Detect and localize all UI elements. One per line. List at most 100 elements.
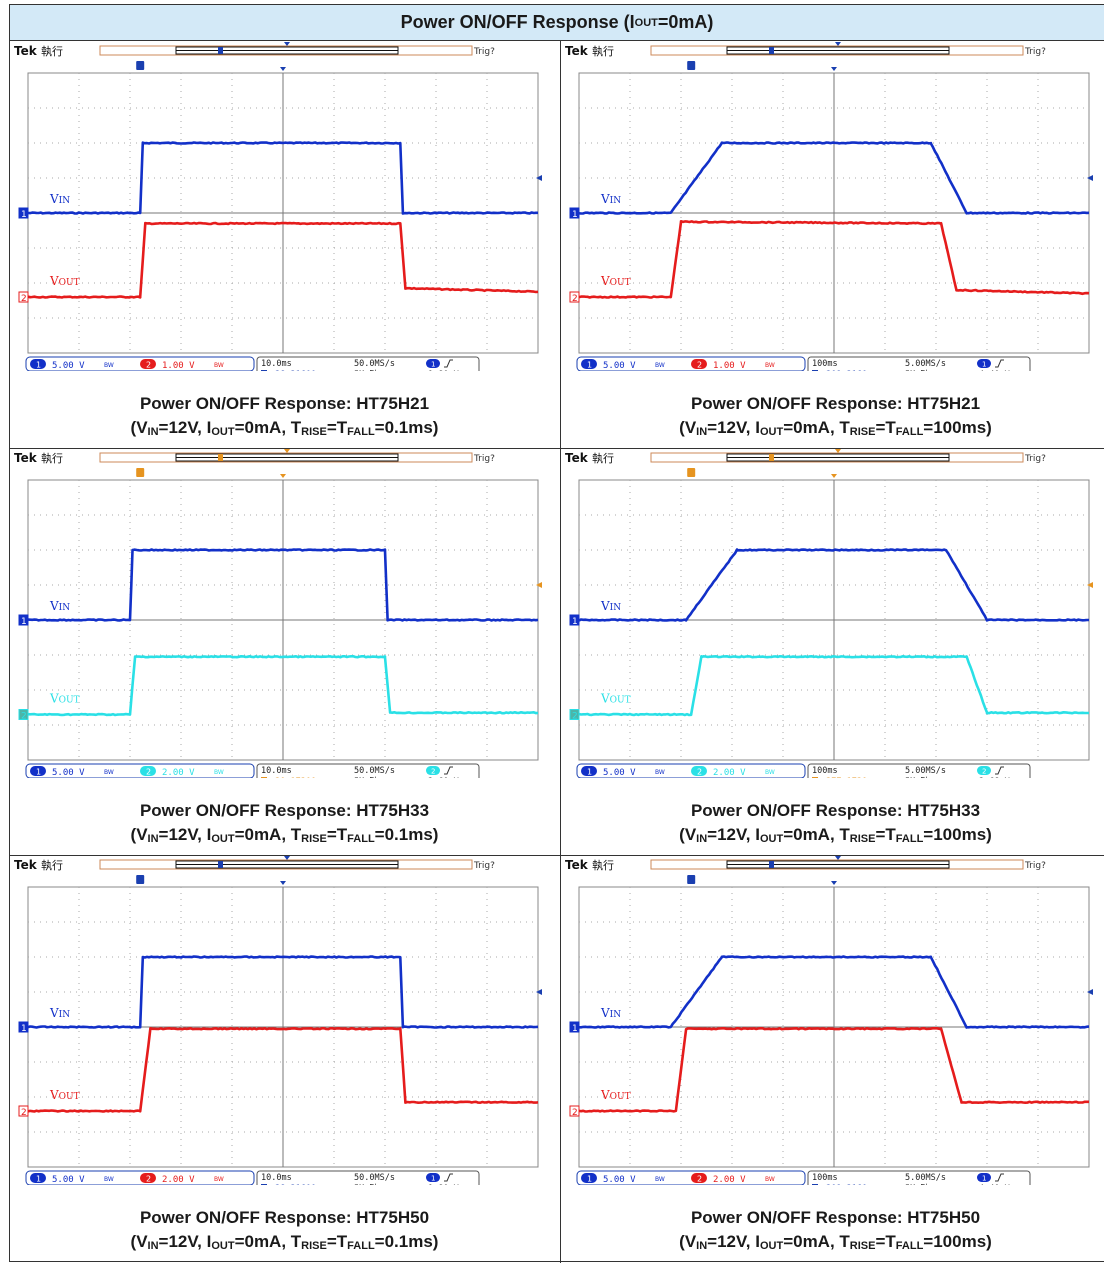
trigger-delay: ▼301.2160ms — [821, 370, 877, 371]
panel-conditions: (VIN=12V, IOUT=0mA, TRISE=TFALL=0.1ms) — [130, 825, 439, 845]
ch1-ground-marker — [18, 1021, 29, 1033]
vin-trace — [27, 955, 539, 1029]
ch1-scale: 5.00 V — [52, 768, 85, 778]
trigger-delay: ▼30.17200ms — [270, 777, 326, 778]
oscilloscope-screen: Tek 執行 Trig? 1 VIN 2 VOUT 1 5.00 V BW 2 2.00 V BW 10.… — [14, 856, 542, 1185]
tek-logo: Tek — [14, 44, 38, 58]
ch2-ground-marker — [18, 1105, 29, 1117]
trigger-delay: ▼301.2160ms — [821, 1184, 877, 1185]
sample-rate: 5.00MS/s — [905, 1173, 946, 1183]
svg-text:1: 1 — [572, 617, 578, 627]
trigger-channel-icon — [426, 766, 440, 775]
vout-trace — [27, 1027, 539, 1113]
oscilloscope-screen: Tek 執行 Trig? 1 VIN 2 VOUT 1 5.00 V BW 2 1.00 V BW 100… — [565, 42, 1093, 371]
svg-text:2: 2 — [21, 1108, 27, 1118]
ch1-badge-icon — [581, 359, 597, 369]
tek-logo: Tek — [565, 858, 589, 872]
ch1-badge-icon — [30, 1173, 46, 1183]
trigger-position-icon — [136, 468, 145, 477]
vout-label: VOUT — [600, 692, 631, 706]
vout-trace — [578, 655, 1089, 717]
timebase: 100ms — [812, 766, 838, 776]
trigger-level-icon — [1087, 175, 1093, 181]
svg-text:1: 1 — [587, 361, 592, 370]
panel-caption: Power ON/OFF Response: HT75H50 (VIN=12V, … — [10, 1206, 559, 1258]
trigger-delay: ▼277.1720ms — [821, 777, 877, 778]
record-points: 5M 點 — [354, 776, 378, 778]
ch2-badge-icon — [691, 766, 707, 776]
timebase: 10.0ms — [261, 359, 292, 369]
row-divider — [10, 448, 1104, 449]
vout-trace — [27, 655, 539, 717]
trig-status: Trig? — [1024, 47, 1046, 57]
panel-conditions: (VIN=12V, IOUT=0mA, TRISE=TFALL=0.1ms) — [130, 418, 439, 438]
trigger-level: 2.68 V — [979, 777, 1010, 778]
ch1-badge-icon — [581, 766, 597, 776]
panel-title: Power ON/OFF Response: HT75H50 — [690, 1208, 981, 1227]
svg-text:BW: BW — [104, 1176, 114, 1183]
scope-panel: Tek 執行 Trig? 1 VIN 2 VOUT 1 5.00 V BW 2 1.00 V BW 100… — [561, 41, 1104, 448]
ch1-ground-marker — [569, 1021, 580, 1033]
trigger-level: 1.80 V — [428, 1184, 459, 1185]
trig-status: Trig? — [1024, 454, 1046, 464]
ch2-scale: 2.00 V — [713, 1175, 746, 1185]
run-status: 執行 — [41, 452, 63, 465]
sample-rate: 5.00MS/s — [905, 766, 946, 776]
column-divider — [560, 41, 561, 1263]
trig-status: Trig? — [473, 47, 495, 57]
vin-label: VIN — [600, 192, 621, 206]
vin-trace — [27, 141, 538, 215]
ch1-badge-icon — [581, 1173, 597, 1183]
timebase-box — [807, 1170, 1031, 1185]
svg-text:2: 2 — [21, 294, 27, 304]
vout-label: VOUT — [49, 692, 80, 706]
vout-trace — [578, 220, 1090, 299]
ch2-badge-icon — [691, 1173, 707, 1183]
scope-panel: Tek 執行 Trig? 1 VIN 2 VOUT 1 5.00 V BW 2 2.00 V BW 10.… — [10, 448, 559, 855]
trigger-level-icon — [536, 175, 542, 181]
panel-title: Power ON/OFF Response: HT75H33 — [139, 801, 430, 820]
svg-text:BW: BW — [214, 769, 224, 776]
timebase-box — [256, 1170, 480, 1185]
trigger-level: 4.40 V — [979, 1184, 1010, 1185]
timebase: 100ms — [812, 359, 838, 369]
trigger-channel-icon — [977, 766, 991, 775]
panel-caption: Power ON/OFF Response: HT75H21 (VIN=12V, … — [10, 392, 559, 444]
svg-text:1: 1 — [36, 768, 41, 777]
oscilloscope-screen: Tek 執行 Trig? 1 VIN 2 VOUT 1 5.00 V BW 2 2.00 V BW 100… — [565, 856, 1093, 1185]
ch1-scale: 5.00 V — [603, 361, 636, 371]
vin-trace — [27, 548, 539, 622]
panel-caption: Power ON/OFF Response: HT75H21 (VIN=12V, … — [561, 392, 1104, 444]
table-header: Power ON/OFF Response (I OUT =0mA) — [10, 5, 1104, 41]
record-points: 5M 點 — [354, 369, 378, 371]
trig-status: Trig? — [473, 861, 495, 871]
svg-text:BW: BW — [655, 362, 665, 369]
panel-conditions: (VIN=12V, IOUT=0mA, TRISE=TFALL=100ms) — [679, 418, 992, 438]
svg-text:2: 2 — [982, 768, 986, 776]
svg-text:1: 1 — [431, 361, 435, 369]
svg-text:2: 2 — [697, 768, 702, 777]
trigger-channel-icon — [426, 1173, 440, 1182]
sample-rate: 50.0MS/s — [354, 1173, 395, 1183]
header-sub: OUT — [634, 16, 658, 29]
ch2-scale: 2.00 V — [162, 1175, 195, 1185]
header-suffix: =0mA) — [657, 12, 714, 32]
vin-trace — [578, 548, 1089, 622]
panel-title: Power ON/OFF Response: HT75H21 — [139, 394, 430, 413]
panel-title: Power ON/OFF Response: HT75H33 — [690, 801, 981, 820]
ch2-scale: 2.00 V — [162, 768, 195, 778]
svg-text:2: 2 — [697, 361, 702, 370]
table-frame: Power ON/OFF Response (I OUT =0mA) Tek 執行 Tr… — [9, 4, 1104, 1263]
trigger-level: 1.80 V — [428, 370, 459, 371]
trig-status: Trig? — [473, 454, 495, 464]
trigger-level: 2.60 V — [428, 777, 459, 778]
svg-text:2: 2 — [572, 294, 578, 304]
scope-panel: Tek 執行 Trig? 1 VIN 2 VOUT 1 5.00 V BW 2 2.00 V BW 100… — [561, 855, 1104, 1262]
trigger-channel-icon — [977, 359, 991, 368]
run-status: 執行 — [41, 45, 63, 58]
panel-conditions: (VIN=12V, IOUT=0mA, TRISE=TFALL=100ms) — [679, 1232, 992, 1252]
svg-text:2: 2 — [697, 1175, 702, 1184]
ch2-ground-marker — [569, 1105, 580, 1117]
tek-logo: Tek — [14, 451, 38, 465]
vin-label: VIN — [49, 1006, 70, 1020]
